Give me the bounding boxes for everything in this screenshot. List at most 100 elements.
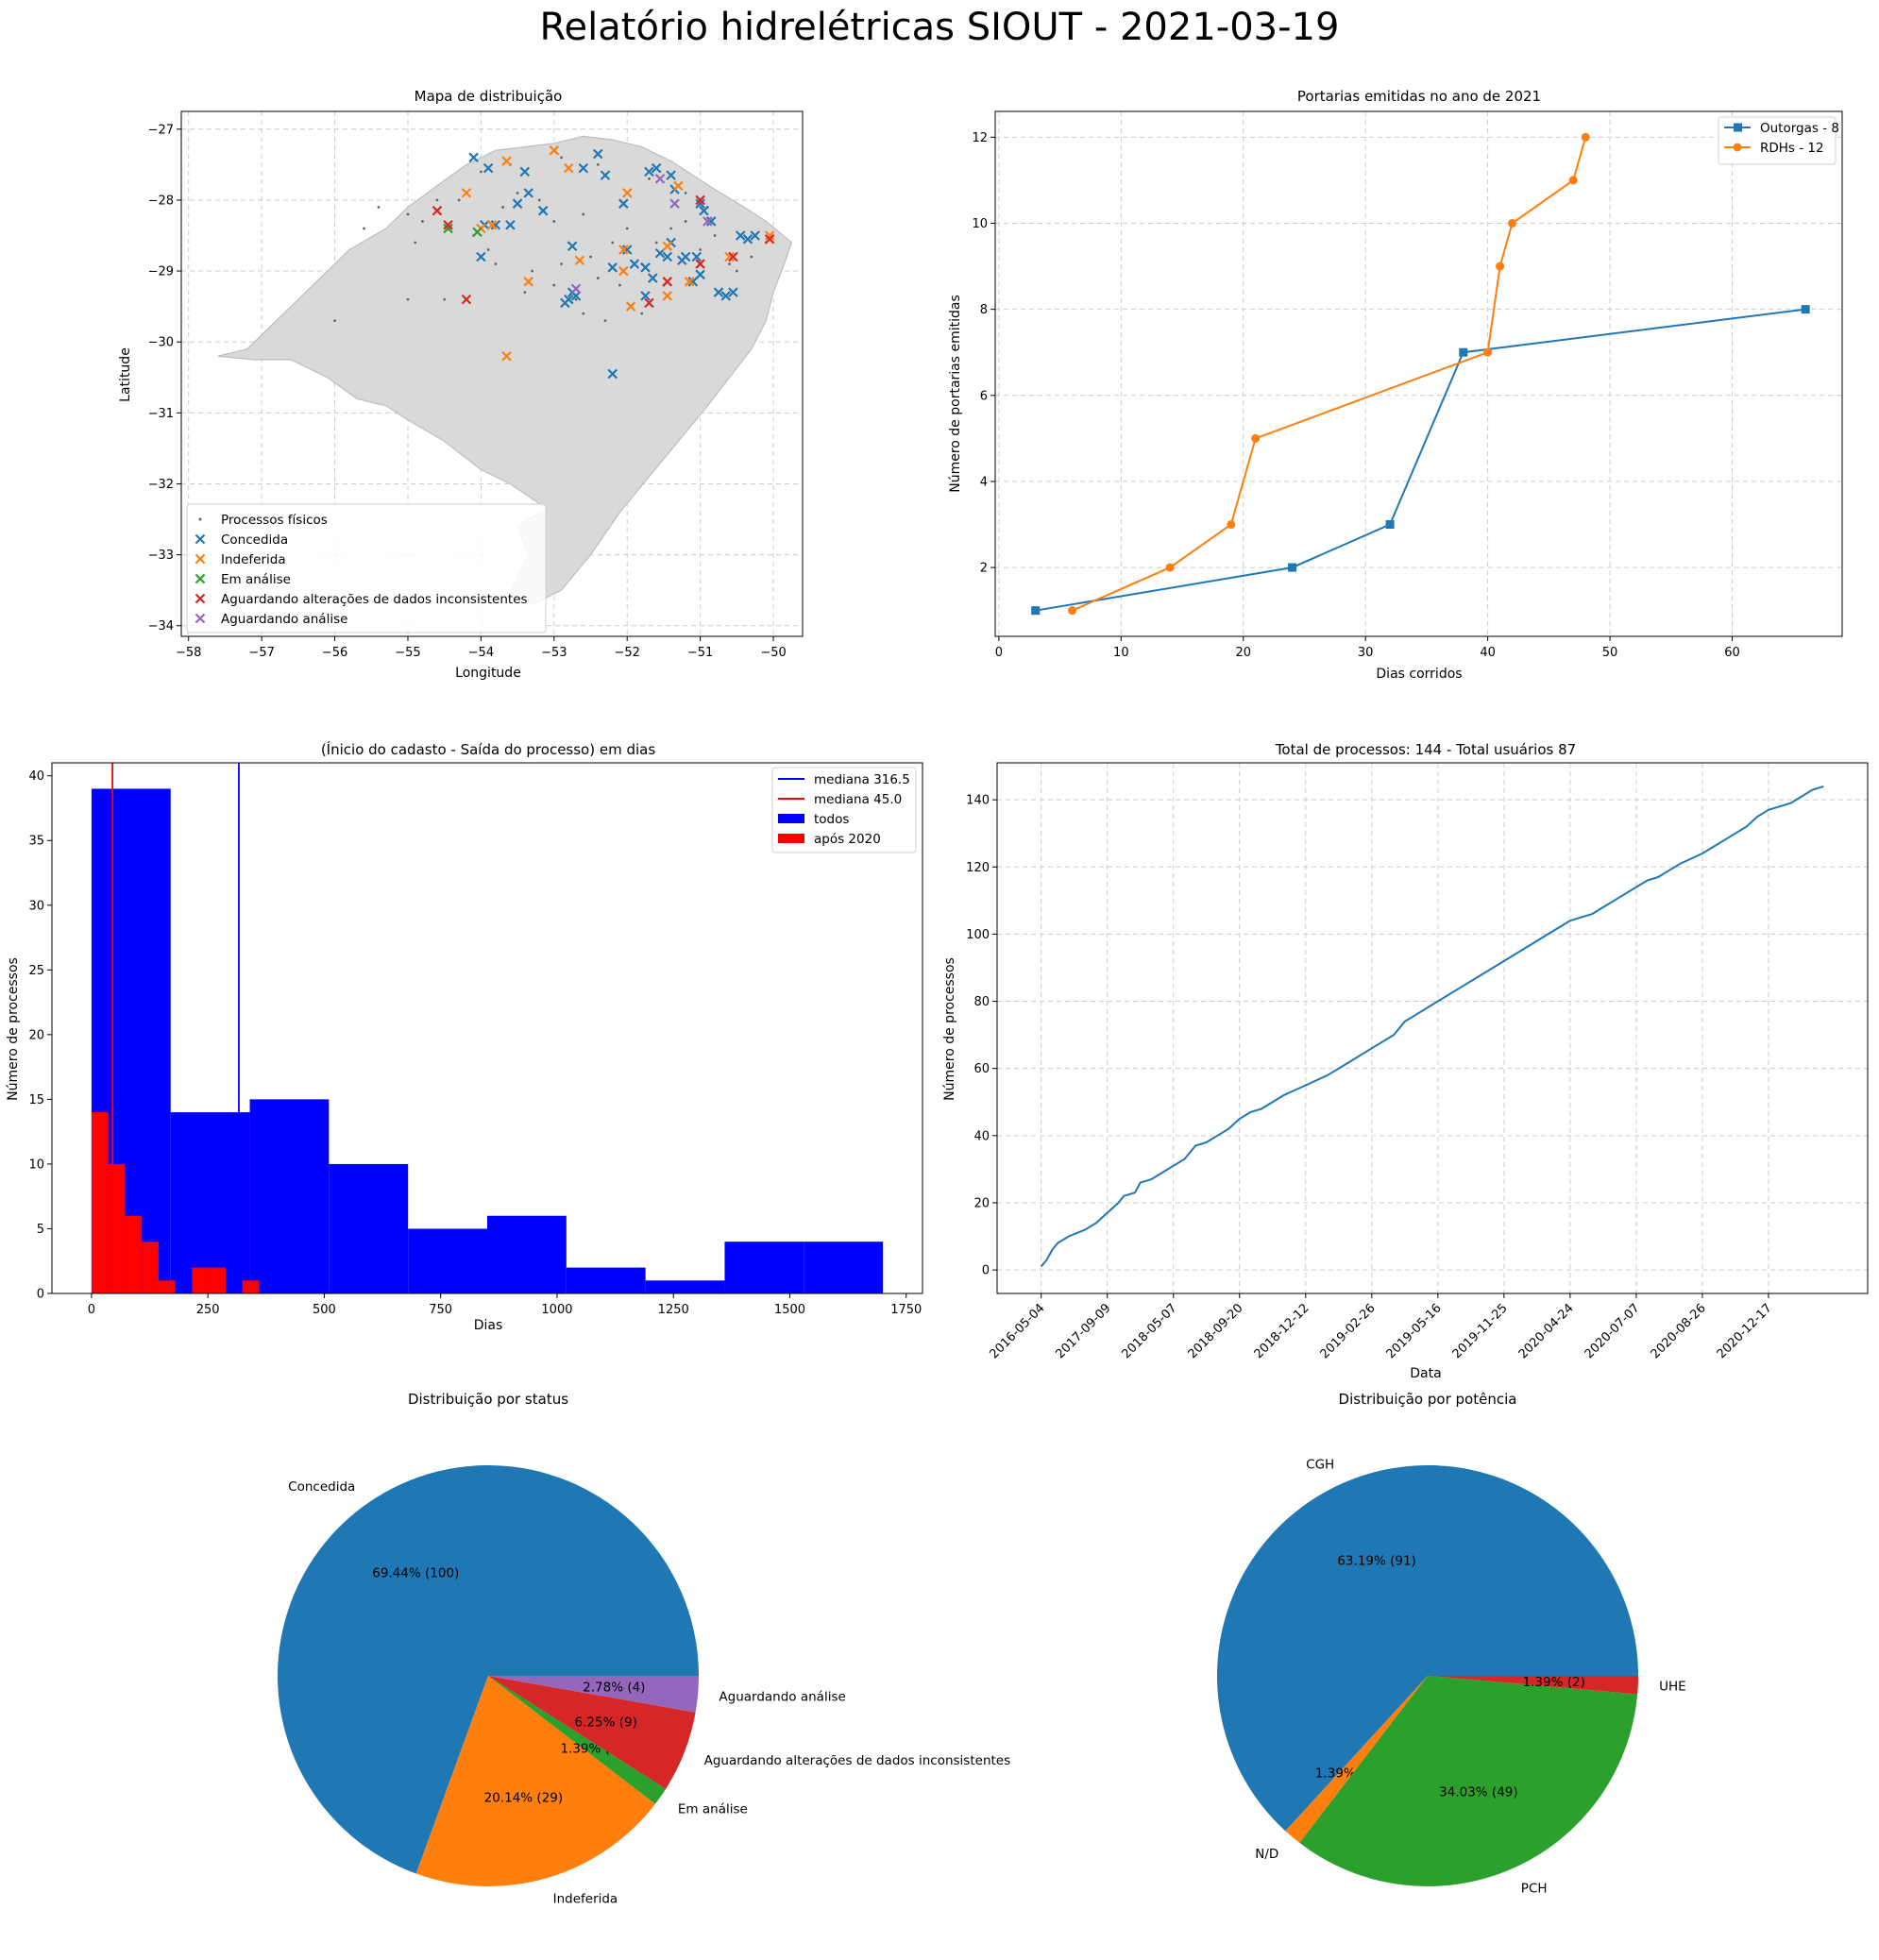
map-point [363,227,365,230]
map-marker [476,251,486,262]
pie-power-slice-label: CGH [1306,1458,1334,1473]
portarias-series-line [1035,308,1806,612]
map-xlabel: Longitude [455,666,521,681]
figure-title: Relatório hidrelétricas SIOUT - 2021-03-… [540,6,1340,49]
portarias-frame [994,110,1843,637]
hist-bar [249,1099,330,1293]
map-marker [651,162,662,174]
map-marker [567,241,578,252]
pie-power-slice-pct: 34.03% (49) [1439,1785,1517,1800]
hist-legend-label: após 2020 [814,832,881,847]
hist-bar [142,1242,159,1293]
map-marker [592,148,603,160]
hist-legend-label: mediana 316.5 [814,772,910,787]
map-point [589,255,592,259]
hist-bar [209,1267,226,1293]
map-legend-marker [195,573,206,584]
map-title: Mapa de distribuição [415,88,563,105]
hist-bar [487,1215,567,1293]
portarias-ytick-label: 12 [972,131,988,145]
map-marker [750,230,760,241]
map-marker [512,198,523,209]
map-marker [537,205,549,216]
map-marker [662,251,673,262]
map-xtick-label: −55 [395,646,420,660]
total-ytick-label: 80 [973,995,990,1009]
map-marker [432,205,443,216]
portarias-xtick-label: 50 [1602,646,1618,660]
portarias-xtick-label: 0 [995,646,1003,660]
pie-power-slice-label: UHE [1659,1680,1686,1695]
map-point [494,262,498,265]
map-marker [443,223,453,234]
map-marker [691,251,703,262]
total-xtick-label: 2017-09-09 [1053,1301,1113,1361]
map-marker [687,277,699,287]
total-ytick-label: 40 [973,1129,990,1143]
map-point [582,312,585,315]
hist-xtick-label: 250 [196,1303,220,1317]
portarias-legend-marker [1734,123,1742,132]
pie-status-area: Concedida 69.44% (100) Indeferida 20.14% (2… [278,1464,1010,1907]
portarias-point [1031,606,1041,616]
map-marker [644,297,654,309]
total-title: Total de processos: 144 - Total usuários… [1275,741,1576,758]
total-xtick-label: 2020-07-07 [1583,1301,1643,1361]
map-point [582,212,585,216]
map-marker [461,188,472,198]
map-point [618,283,621,287]
map-marker [461,294,472,305]
pie-status-title: Distribuição por status [408,1391,568,1408]
map-marker [695,198,705,209]
map-point [574,297,578,301]
map-xtick-label: −56 [322,646,347,660]
map-point [421,220,424,223]
total-xtick-label: 2018-09-20 [1186,1301,1246,1361]
hist-xtick-label: 500 [313,1303,336,1317]
total-ytick-label: 60 [973,1062,990,1076]
map-marker [662,291,673,301]
map-point [537,198,541,202]
map-marker [564,162,574,174]
map-point [603,319,607,323]
total-xtick-label: 2020-04-24 [1516,1301,1577,1361]
map-marker [600,170,611,180]
map-marker [644,166,654,177]
map-marker [742,233,753,245]
map-point [552,283,556,287]
total-ytick-label: 20 [973,1196,990,1210]
total-xtick-label: 2019-05-16 [1384,1301,1445,1361]
hist-ylabel: Número de processos [6,957,21,1101]
map-point [625,227,629,230]
map-xtick-label: −58 [176,646,201,660]
portarias-point [1581,132,1590,142]
pie-power-panel: Distribuição por potência CGH 63.19% (91)… [1217,1391,1686,1897]
map-ytick-label: −29 [148,265,174,279]
hist-ytick-label: 40 [28,769,44,784]
map-legend-marker [198,517,202,521]
hist-bar [108,1163,126,1293]
hist-legend-patch [778,834,804,843]
map-point [333,319,336,323]
portarias-point [1508,218,1517,228]
portarias-xtick-label: 40 [1480,646,1496,660]
map-point [516,192,519,194]
map-point [735,269,738,273]
pie-status-slice-pct: 69.44% (100) [372,1565,459,1580]
map-marker [549,145,560,156]
map-point [435,198,439,202]
pie-power-slice [1299,1676,1638,1886]
portarias-point [1251,433,1261,443]
map-marker [490,219,501,230]
map-marker [764,233,775,245]
total-panel: Total de processos: 144 - Total usuários… [942,741,1869,1381]
map-legend-label: Indeferida [221,552,286,567]
hist-bar [242,1280,260,1293]
map-marker [472,227,482,238]
map-marker [523,188,533,198]
pie-status-slice-label: Concedida [288,1479,355,1495]
portarias-point [1801,305,1810,314]
pie-status-slice-label: Aguardando análise [719,1689,845,1704]
total-xtick-label: 2016-05-04 [987,1301,1047,1361]
